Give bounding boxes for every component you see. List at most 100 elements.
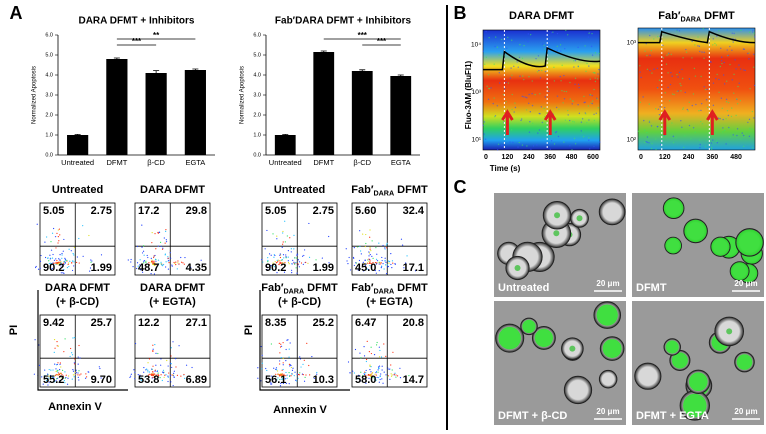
flow-dot [286, 374, 288, 376]
flow-dot [50, 262, 53, 265]
heatmap-speck [490, 87, 492, 89]
flow-title: DARA DFMT [140, 184, 205, 196]
flow-dot [157, 265, 159, 267]
flow-dot [168, 259, 170, 262]
flow-dot [59, 234, 61, 236]
flow-dot [390, 375, 393, 377]
flow-dot [167, 268, 170, 270]
flow-dot [165, 229, 167, 231]
flow-dot [54, 262, 56, 264]
flow-dot [365, 374, 367, 376]
flow-dot [387, 265, 390, 268]
x-tick-label: EGTA [185, 158, 205, 167]
heatmap-speck [528, 131, 531, 133]
flow-dot [365, 377, 367, 380]
heatmap-speck [667, 72, 669, 74]
fluorescence [736, 229, 763, 256]
heatmap-speck [639, 71, 641, 73]
flow-dot [78, 370, 80, 372]
flow-dot [287, 261, 290, 264]
heatmap-speck [578, 86, 580, 89]
heatmap-speck [519, 75, 521, 77]
heatmap-speck [695, 103, 697, 106]
heatmap-speck [482, 50, 484, 52]
flow-dot [281, 262, 284, 264]
flow-dot [288, 372, 290, 374]
flow-dot [289, 375, 291, 377]
flow-dot [294, 257, 296, 259]
flow-dot [380, 373, 382, 375]
flow-dot [48, 260, 50, 262]
flow-dot [158, 375, 160, 377]
flow-dot [57, 236, 59, 238]
flow-dot [71, 262, 73, 264]
flow-dot [270, 383, 272, 385]
flow-dot [359, 352, 361, 354]
error-bar [74, 134, 81, 136]
heatmap-speck [485, 56, 488, 59]
x-tick-label: 120 [502, 154, 514, 161]
heatmap-speck [728, 127, 731, 130]
flow-dot [76, 261, 78, 264]
heatmap-speck [725, 80, 728, 82]
heatmap-speck [548, 90, 550, 93]
heatmap-speck [751, 147, 754, 149]
flow-dot [278, 342, 280, 344]
flow-dot [394, 263, 396, 265]
flow-dot [58, 372, 60, 374]
flow-dot [378, 377, 380, 379]
flow-dot [378, 242, 380, 244]
heatmap-speck [586, 121, 588, 124]
y-tick-label: 2.0 [45, 112, 53, 118]
y-tick-label: 10⁴ [471, 42, 481, 49]
flow-dot [390, 364, 392, 366]
heatmap-speck [562, 102, 564, 104]
flow-dot [49, 258, 51, 260]
flow-dot [378, 269, 380, 272]
flow-dot [154, 258, 157, 260]
flow-dot [73, 337, 76, 339]
quadrant-value: 6.89 [186, 374, 207, 386]
flow-dot [267, 257, 269, 259]
flow-dot [278, 263, 280, 266]
flow-dot [167, 376, 169, 378]
heatmap-speck [682, 57, 684, 59]
flow-dot [175, 263, 177, 266]
heatmap-speck [703, 51, 705, 54]
flow-dot [257, 367, 259, 369]
flow-dot [157, 372, 159, 374]
flow-dot [64, 371, 66, 373]
heatmap-speck [658, 79, 661, 81]
flow-dot [266, 269, 269, 271]
heatmap-speck [673, 93, 675, 96]
heatmap-speck [740, 68, 742, 70]
flow-dot [157, 231, 159, 234]
heatmap-speck [559, 44, 562, 46]
flow-dot [181, 261, 183, 263]
flow-dot [167, 256, 169, 258]
flow-dot [164, 242, 166, 244]
flow-dot [285, 382, 287, 384]
flow-dot [302, 255, 304, 257]
flow-dot [59, 259, 61, 261]
flow-dot [159, 241, 162, 244]
flow-dot [48, 368, 50, 371]
y-tick-label: 2.0 [253, 112, 261, 118]
heatmap-speck [571, 149, 573, 151]
heatmap-speck [500, 38, 503, 41]
heatmap-speck [649, 54, 651, 57]
heatmap-speck [736, 134, 738, 137]
flow-dot [55, 380, 57, 382]
heatmap-speck [730, 115, 733, 118]
flow-dot [279, 363, 281, 365]
flow-dot [55, 263, 57, 266]
flow-dot [64, 382, 66, 384]
flow-dot [148, 262, 150, 264]
flow-dot [316, 373, 318, 375]
x-axis-label: Annexin V [273, 404, 327, 416]
flow-dot [60, 261, 62, 263]
flow-dot [358, 375, 360, 377]
flow-dot [352, 256, 355, 259]
heatmap-speck [681, 68, 683, 71]
heatmap-speck [648, 142, 650, 144]
